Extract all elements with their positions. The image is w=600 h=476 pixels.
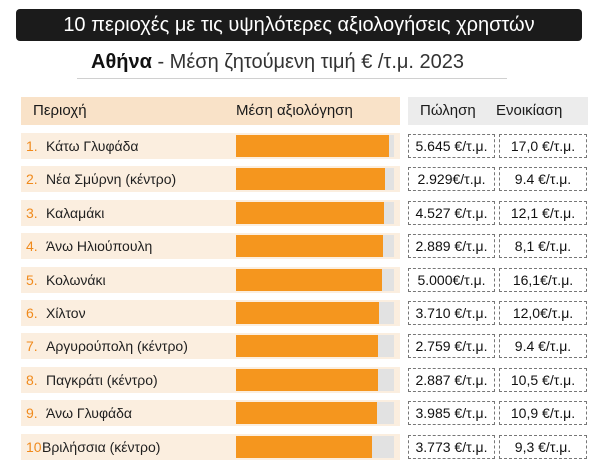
rent-price-cell: 8,1 €/τ.μ. <box>499 234 587 259</box>
row-rank: 9. <box>26 405 38 422</box>
row-area-name: Κολωνάκι <box>46 271 106 288</box>
rent-price-cell: 16,1€/τ.μ. <box>499 267 587 292</box>
sale-price-cell: 4.527 €/τ.μ. <box>408 200 495 225</box>
table-header-left: Περιοχή Μέση αξιολόγηση <box>21 97 400 125</box>
rent-price-cell: 12,1 €/τ.μ. <box>499 200 587 225</box>
rating-bar <box>236 168 386 191</box>
rent-price-cell: 9.4 €/τ.μ. <box>499 167 587 192</box>
rating-bar-track <box>236 435 394 458</box>
rent-price-cell: 12,0€/τ.μ. <box>499 301 587 325</box>
rating-bar-track <box>236 268 394 291</box>
row-rank: 5. <box>26 271 38 288</box>
rating-bar-track <box>236 335 394 358</box>
rating-bar <box>236 135 390 157</box>
sale-price-cell: 2.887 €/τ.μ. <box>408 367 495 392</box>
rating-bar <box>236 268 383 291</box>
sale-price-cell: 3.710 €/τ.μ. <box>408 301 495 325</box>
rating-bar <box>236 402 377 425</box>
rent-price-cell: 9.4 €/τ.μ. <box>499 334 587 359</box>
row-rank: 3. <box>26 204 38 221</box>
row-area-name: Παγκράτι (κέντρο) <box>46 371 158 388</box>
rating-bar-track <box>236 135 394 157</box>
subtitle-city: Αθήνα <box>91 51 152 73</box>
sale-price-cell: 3.985 €/τ.μ. <box>408 401 495 426</box>
row-rank: 2. <box>26 171 38 188</box>
sale-price-cell: 2.759 €/τ.μ. <box>408 334 495 359</box>
subtitle-divider <box>77 78 507 79</box>
row-rank: 6. <box>26 305 38 321</box>
rating-bar <box>236 235 383 258</box>
rating-bar-track <box>236 201 394 224</box>
row-area-name: Κάτω Γλυφάδα <box>46 138 139 154</box>
rating-bar-track <box>236 402 394 425</box>
rating-bar-track <box>236 168 394 191</box>
row-rank: 4. <box>26 238 38 255</box>
rating-bar <box>236 302 379 324</box>
sale-price-cell: 5.000€/τ.μ. <box>408 267 495 292</box>
sale-price-cell: 5.645 €/τ.μ. <box>408 134 495 158</box>
rating-bar <box>236 368 379 391</box>
rent-price-cell: 9,3 €/τ.μ. <box>499 434 587 459</box>
subtitle-text: - Μέση ζητούμενη τιμή € /τ.μ. 2023 <box>151 51 465 73</box>
row-area-name: Χίλτον <box>46 305 86 321</box>
rating-bar-track <box>236 235 394 258</box>
rating-bar <box>236 435 372 458</box>
header-rating: Μέση αξιολόγηση <box>236 102 353 119</box>
subtitle: Αθήνα - Μέση ζητούμενη τιμή € /τ.μ. 2023 <box>91 50 464 74</box>
row-rank: 10. <box>26 438 46 455</box>
row-area-name: Αργυρούπολη (κέντρο) <box>46 338 188 355</box>
row-area-name: Καλαμάκι <box>46 204 105 221</box>
row-area-name: Άνω Ηλιούπουλη <box>46 238 153 255</box>
sale-price-cell: 2.929€/τ.μ. <box>408 167 495 192</box>
row-area-name: Νέα Σμύρνη (κέντρο) <box>46 171 177 188</box>
header-rent: Ενοικίαση <box>496 102 563 119</box>
rating-bar <box>236 335 379 358</box>
row-rank: 8. <box>26 371 38 388</box>
rating-bar-track <box>236 302 394 324</box>
header-sale: Πώληση <box>420 102 476 119</box>
row-rank: 7. <box>26 338 38 355</box>
row-area-name: Βριλήσσια (κέντρο) <box>42 438 161 455</box>
row-rank: 1. <box>26 138 38 154</box>
sale-price-cell: 2.889 €/τ.μ. <box>408 234 495 259</box>
rating-bar <box>236 201 384 224</box>
header-area: Περιοχή <box>33 102 87 119</box>
rent-price-cell: 17,0 €/τ.μ. <box>499 134 587 158</box>
rent-price-cell: 10,5 €/τ.μ. <box>499 367 587 392</box>
sale-price-cell: 3.773 €/τ.μ. <box>408 434 495 459</box>
table-header-right: Πώληση Ενοικίαση <box>408 97 588 125</box>
rent-price-cell: 10,9 €/τ.μ. <box>499 401 587 426</box>
rating-bar-track <box>236 368 394 391</box>
row-area-name: Άνω Γλυφάδα <box>46 405 133 422</box>
page-title: 10 περιοχές με τις υψηλότερες αξιολογήσε… <box>16 9 582 41</box>
